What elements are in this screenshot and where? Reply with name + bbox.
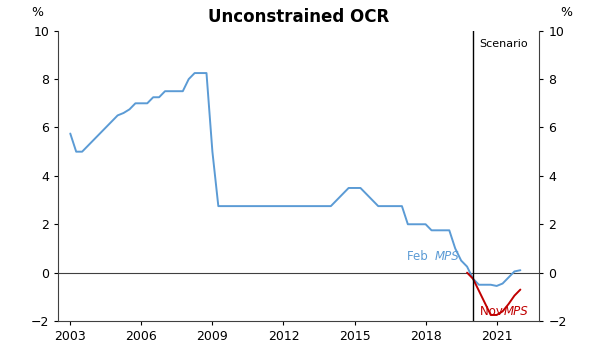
Text: %: % <box>31 6 43 19</box>
Text: Scenario: Scenario <box>479 40 527 49</box>
Title: Unconstrained OCR: Unconstrained OCR <box>208 8 389 26</box>
Text: %: % <box>560 6 572 19</box>
Text: MPS: MPS <box>435 250 460 264</box>
Text: MPS: MPS <box>504 305 529 318</box>
Text: Feb: Feb <box>407 250 431 264</box>
Text: Nov: Nov <box>480 305 507 318</box>
